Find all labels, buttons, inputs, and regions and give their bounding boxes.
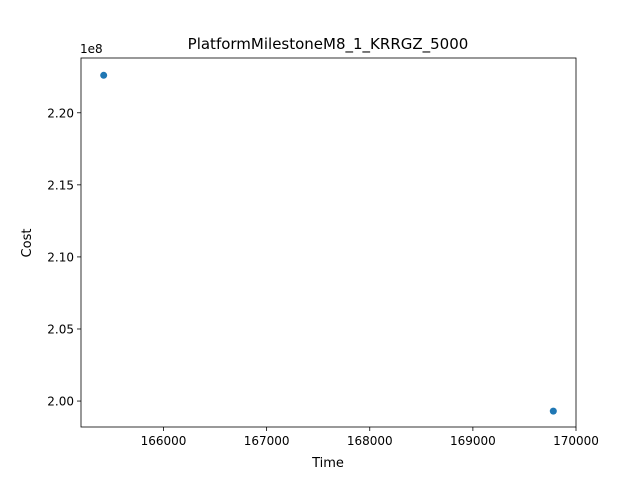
x-axis: 166000 167000 168000 169000 170000 [141,427,599,448]
data-point-1 [100,71,108,79]
y-axis-label: Cost [20,229,35,258]
chart-title: PlatformMilestoneM8_1_KRRGZ_5000 [188,35,469,54]
x-tick-label: 168000 [347,434,393,448]
y-tick-label: 2.00 [47,395,74,409]
plot-frame [80,57,577,428]
y-offset-label: 1e8 [80,42,103,56]
plot-area [80,57,577,428]
x-tick-label: 167000 [244,434,290,448]
y-tick-label: 2.10 [47,250,74,264]
x-tick-label: 170000 [553,434,599,448]
x-tick-label: 169000 [450,434,496,448]
x-axis-label: Time [311,456,344,471]
y-tick-label: 2.20 [47,106,74,120]
y-tick-label: 2.15 [47,178,74,192]
x-tick-label: 166000 [141,434,187,448]
y-axis: 2.00 2.05 2.10 2.15 2.20 [47,106,81,409]
y-tick-label: 2.05 [47,322,74,336]
data-point-2 [549,407,557,415]
